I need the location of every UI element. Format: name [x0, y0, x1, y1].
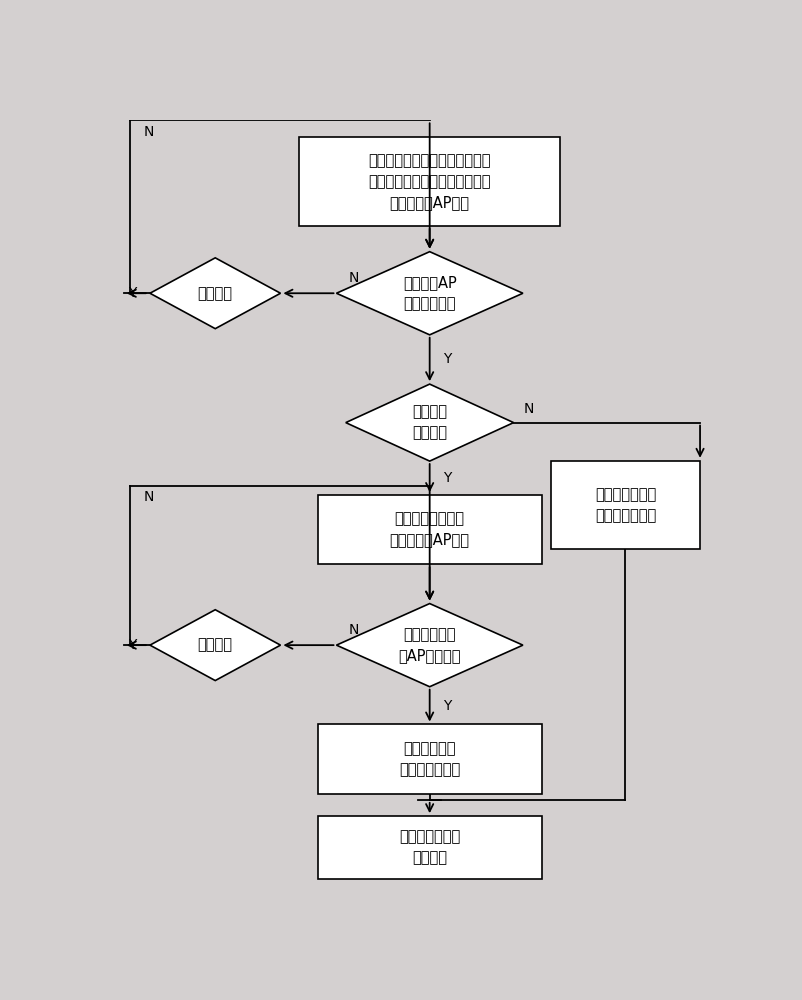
FancyBboxPatch shape — [318, 495, 541, 564]
Text: 搜索无线AP
设备是否成功: 搜索无线AP 设备是否成功 — [403, 275, 456, 311]
Text: Y: Y — [443, 699, 452, 713]
Polygon shape — [337, 604, 523, 687]
Text: 结束操作，返回
应用界面: 结束操作，返回 应用界面 — [399, 830, 460, 866]
Polygon shape — [346, 384, 513, 461]
Text: 等待超时: 等待超时 — [198, 286, 233, 301]
Text: N: N — [349, 623, 359, 637]
Text: 是否接收到无
线AP设备应答: 是否接收到无 线AP设备应答 — [399, 627, 461, 663]
Text: N: N — [144, 490, 154, 504]
Text: 发送进入学习状态
指令至无线AP设备: 发送进入学习状态 指令至无线AP设备 — [390, 512, 470, 548]
FancyBboxPatch shape — [299, 137, 561, 226]
Polygon shape — [150, 258, 281, 329]
Text: N: N — [524, 402, 534, 416]
Text: Y: Y — [128, 638, 137, 652]
Text: N: N — [349, 271, 359, 285]
Polygon shape — [337, 252, 523, 335]
Text: Y: Y — [443, 352, 452, 366]
Text: 进入学习状态
并完成学习过程: 进入学习状态 并完成学习过程 — [399, 741, 460, 777]
Text: 等待超时: 等待超时 — [198, 638, 233, 653]
FancyBboxPatch shape — [318, 816, 541, 879]
Text: Y: Y — [128, 286, 137, 300]
Text: N: N — [144, 125, 154, 139]
FancyBboxPatch shape — [551, 461, 700, 549]
Text: Y: Y — [443, 471, 452, 485]
FancyBboxPatch shape — [318, 724, 541, 794]
Polygon shape — [150, 610, 281, 681]
Text: 进入工作状态，
并完成工作过程: 进入工作状态， 并完成工作过程 — [595, 487, 656, 523]
Text: 是否进入
学习状态: 是否进入 学习状态 — [412, 405, 448, 441]
Text: 启动家居设备遥控软件之后，智
能终端的应用界面初始化，并开
始搜索无线AP设备: 启动家居设备遥控软件之后，智 能终端的应用界面初始化，并开 始搜索无线AP设备 — [368, 153, 491, 210]
